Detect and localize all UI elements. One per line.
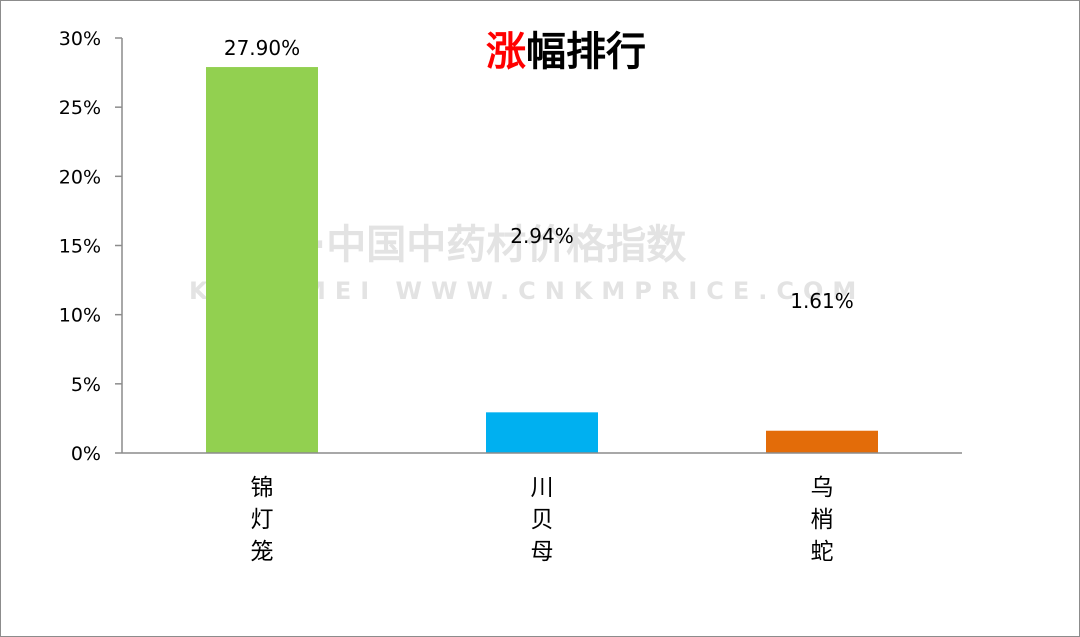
y-tick-label: 5% — [71, 374, 101, 396]
bar-3 — [766, 430, 878, 453]
chart-title: 涨幅排行 — [486, 29, 646, 75]
data-label: 2.94% — [510, 224, 574, 248]
bars — [206, 67, 878, 454]
y-tick-label: 30% — [59, 28, 101, 50]
y-tick-label: 10% — [59, 305, 101, 327]
category-label: 乌梢蛇 — [811, 475, 834, 565]
category-label: 川贝母 — [531, 475, 554, 565]
y-tick-label: 0% — [71, 443, 101, 465]
y-tick-label: 15% — [59, 236, 101, 258]
bar-1 — [206, 67, 318, 454]
x-axis: 锦灯笼 川贝母 乌梢蛇 — [122, 452, 962, 565]
title-rest: 幅排行 — [526, 29, 646, 75]
category-label: 锦灯笼 — [251, 475, 274, 565]
title-highlight: 涨 — [486, 29, 526, 75]
y-tick-label: 20% — [59, 166, 101, 188]
y-axis: 0% 5% 10% 15% 20% 25% 30% — [59, 28, 123, 465]
bar-2 — [486, 412, 598, 453]
y-tick-label: 25% — [59, 97, 101, 119]
data-label: 1.61% — [790, 289, 854, 313]
data-label: 27.90% — [224, 36, 300, 60]
data-labels: 27.90% 2.94% 1.61% — [224, 36, 854, 313]
